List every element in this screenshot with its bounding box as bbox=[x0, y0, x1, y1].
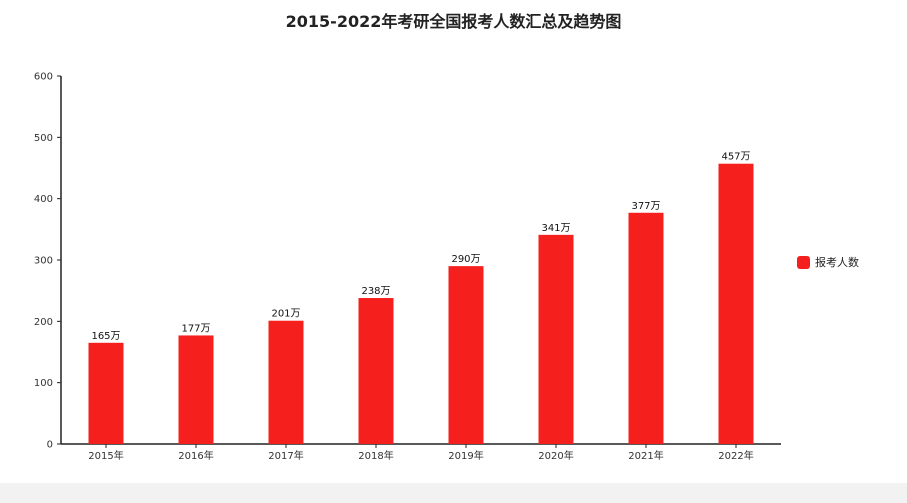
legend-label: 报考人数 bbox=[815, 256, 859, 269]
data-label: 238万 bbox=[361, 286, 390, 297]
x-tick-label: 2016年 bbox=[178, 449, 213, 462]
bar bbox=[88, 342, 124, 444]
x-tick-label: 2018年 bbox=[358, 449, 393, 462]
y-tick-label: 0 bbox=[47, 440, 53, 451]
data-label: 457万 bbox=[721, 152, 750, 163]
x-tick-label: 2015年 bbox=[88, 449, 123, 462]
bar bbox=[178, 335, 214, 444]
bottom-band bbox=[0, 483, 907, 503]
y-tick-label: 100 bbox=[34, 378, 53, 389]
chart-title: 2015-2022年考研全国报考人数汇总及趋势图 bbox=[285, 12, 622, 31]
bar bbox=[268, 320, 304, 444]
data-label: 290万 bbox=[451, 254, 480, 265]
y-tick-label: 500 bbox=[34, 133, 53, 144]
y-tick-label: 600 bbox=[34, 72, 53, 83]
data-label: 201万 bbox=[271, 309, 300, 320]
x-tick-label: 2019年 bbox=[448, 449, 483, 462]
legend-swatch bbox=[797, 255, 810, 269]
y-tick-label: 300 bbox=[34, 256, 53, 267]
y-tick-label: 200 bbox=[34, 317, 53, 328]
legend: 报考人数 bbox=[797, 254, 859, 270]
data-label: 341万 bbox=[541, 223, 570, 234]
x-tick-label: 2020年 bbox=[538, 449, 573, 462]
bar bbox=[538, 234, 574, 444]
bar bbox=[448, 266, 484, 444]
x-tick-label: 2022年 bbox=[718, 449, 753, 462]
bar bbox=[628, 212, 664, 444]
x-tick-label: 2017年 bbox=[268, 449, 303, 462]
x-tick-label: 2021年 bbox=[628, 449, 663, 462]
data-label: 165万 bbox=[91, 331, 120, 342]
data-label: 377万 bbox=[631, 201, 660, 212]
y-tick-label: 400 bbox=[34, 194, 53, 205]
data-label: 177万 bbox=[181, 323, 210, 334]
bar bbox=[718, 163, 754, 444]
bar bbox=[358, 298, 394, 444]
